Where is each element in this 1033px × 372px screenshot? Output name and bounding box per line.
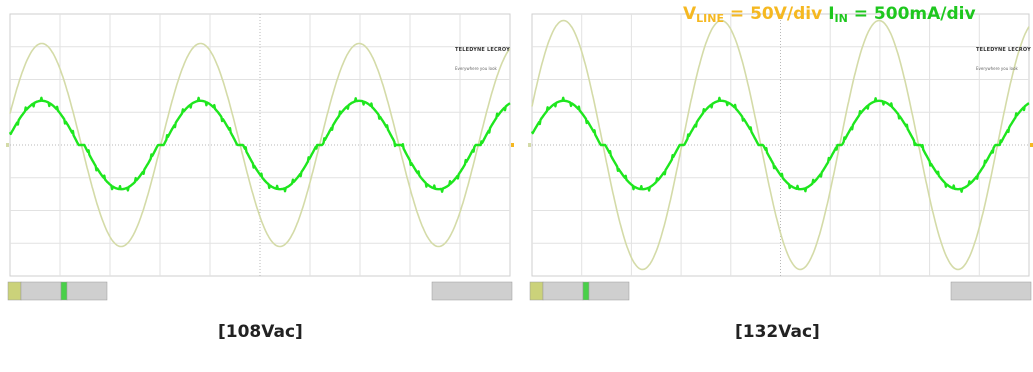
caption-108vac: [108Vac] (218, 322, 303, 342)
brand-logo: TELEDYNE LECROY Everywhere you look (455, 36, 510, 74)
trigger-marker (1030, 143, 1033, 147)
timebase-trigger-box (950, 281, 1032, 301)
waveform-plot-108vac (6, 13, 514, 301)
brand-name: TELEDYNE LECROY (455, 47, 510, 53)
channel-tag-c3 (582, 281, 590, 301)
series-vline (531, 19, 1030, 271)
vline-value: = 50V/div (724, 4, 823, 24)
iin-subscript: IN (834, 12, 848, 25)
channel-box-c3 (588, 281, 630, 301)
vline-symbol: V (683, 4, 697, 24)
ground-marker (528, 143, 531, 147)
timebase-trigger-box (431, 281, 513, 301)
series-iin (530, 96, 1030, 193)
waveform-plot-132vac (528, 13, 1033, 301)
brand-tagline: Everywhere you look (976, 66, 1018, 71)
channel-box-c1 (542, 281, 584, 301)
vline-subscript: LINE (696, 12, 724, 25)
ground-marker (6, 143, 9, 147)
iin-symbol: I (828, 4, 835, 24)
series-vline (9, 42, 511, 248)
scale-legend: VLINE = 50V/div IIN = 500mA/div (683, 4, 976, 25)
scope-panel-108vac: TELEDYNE LECROY Everywhere you look (6, 8, 514, 306)
channel-box-c3 (66, 281, 108, 301)
channel-tag-c1 (529, 281, 544, 301)
series-iin (8, 96, 511, 193)
trigger-marker (511, 143, 514, 147)
iin-value: = 500mA/div (847, 4, 976, 24)
channel-tag-c3 (60, 281, 68, 301)
brand-tagline: Everywhere you look (455, 66, 497, 71)
vline-scale: VLINE = 50V/div (683, 4, 823, 25)
scope-panel-132vac: TELEDYNE LECROY Everywhere you look (528, 8, 1033, 306)
channel-box-c1 (20, 281, 62, 301)
brand-name: TELEDYNE LECROY (976, 47, 1031, 53)
channel-tag-c1 (7, 281, 22, 301)
iin-scale: IIN = 500mA/div (828, 4, 976, 25)
brand-logo: TELEDYNE LECROY Everywhere you look (976, 36, 1031, 74)
caption-132vac: [132Vac] (735, 322, 820, 342)
